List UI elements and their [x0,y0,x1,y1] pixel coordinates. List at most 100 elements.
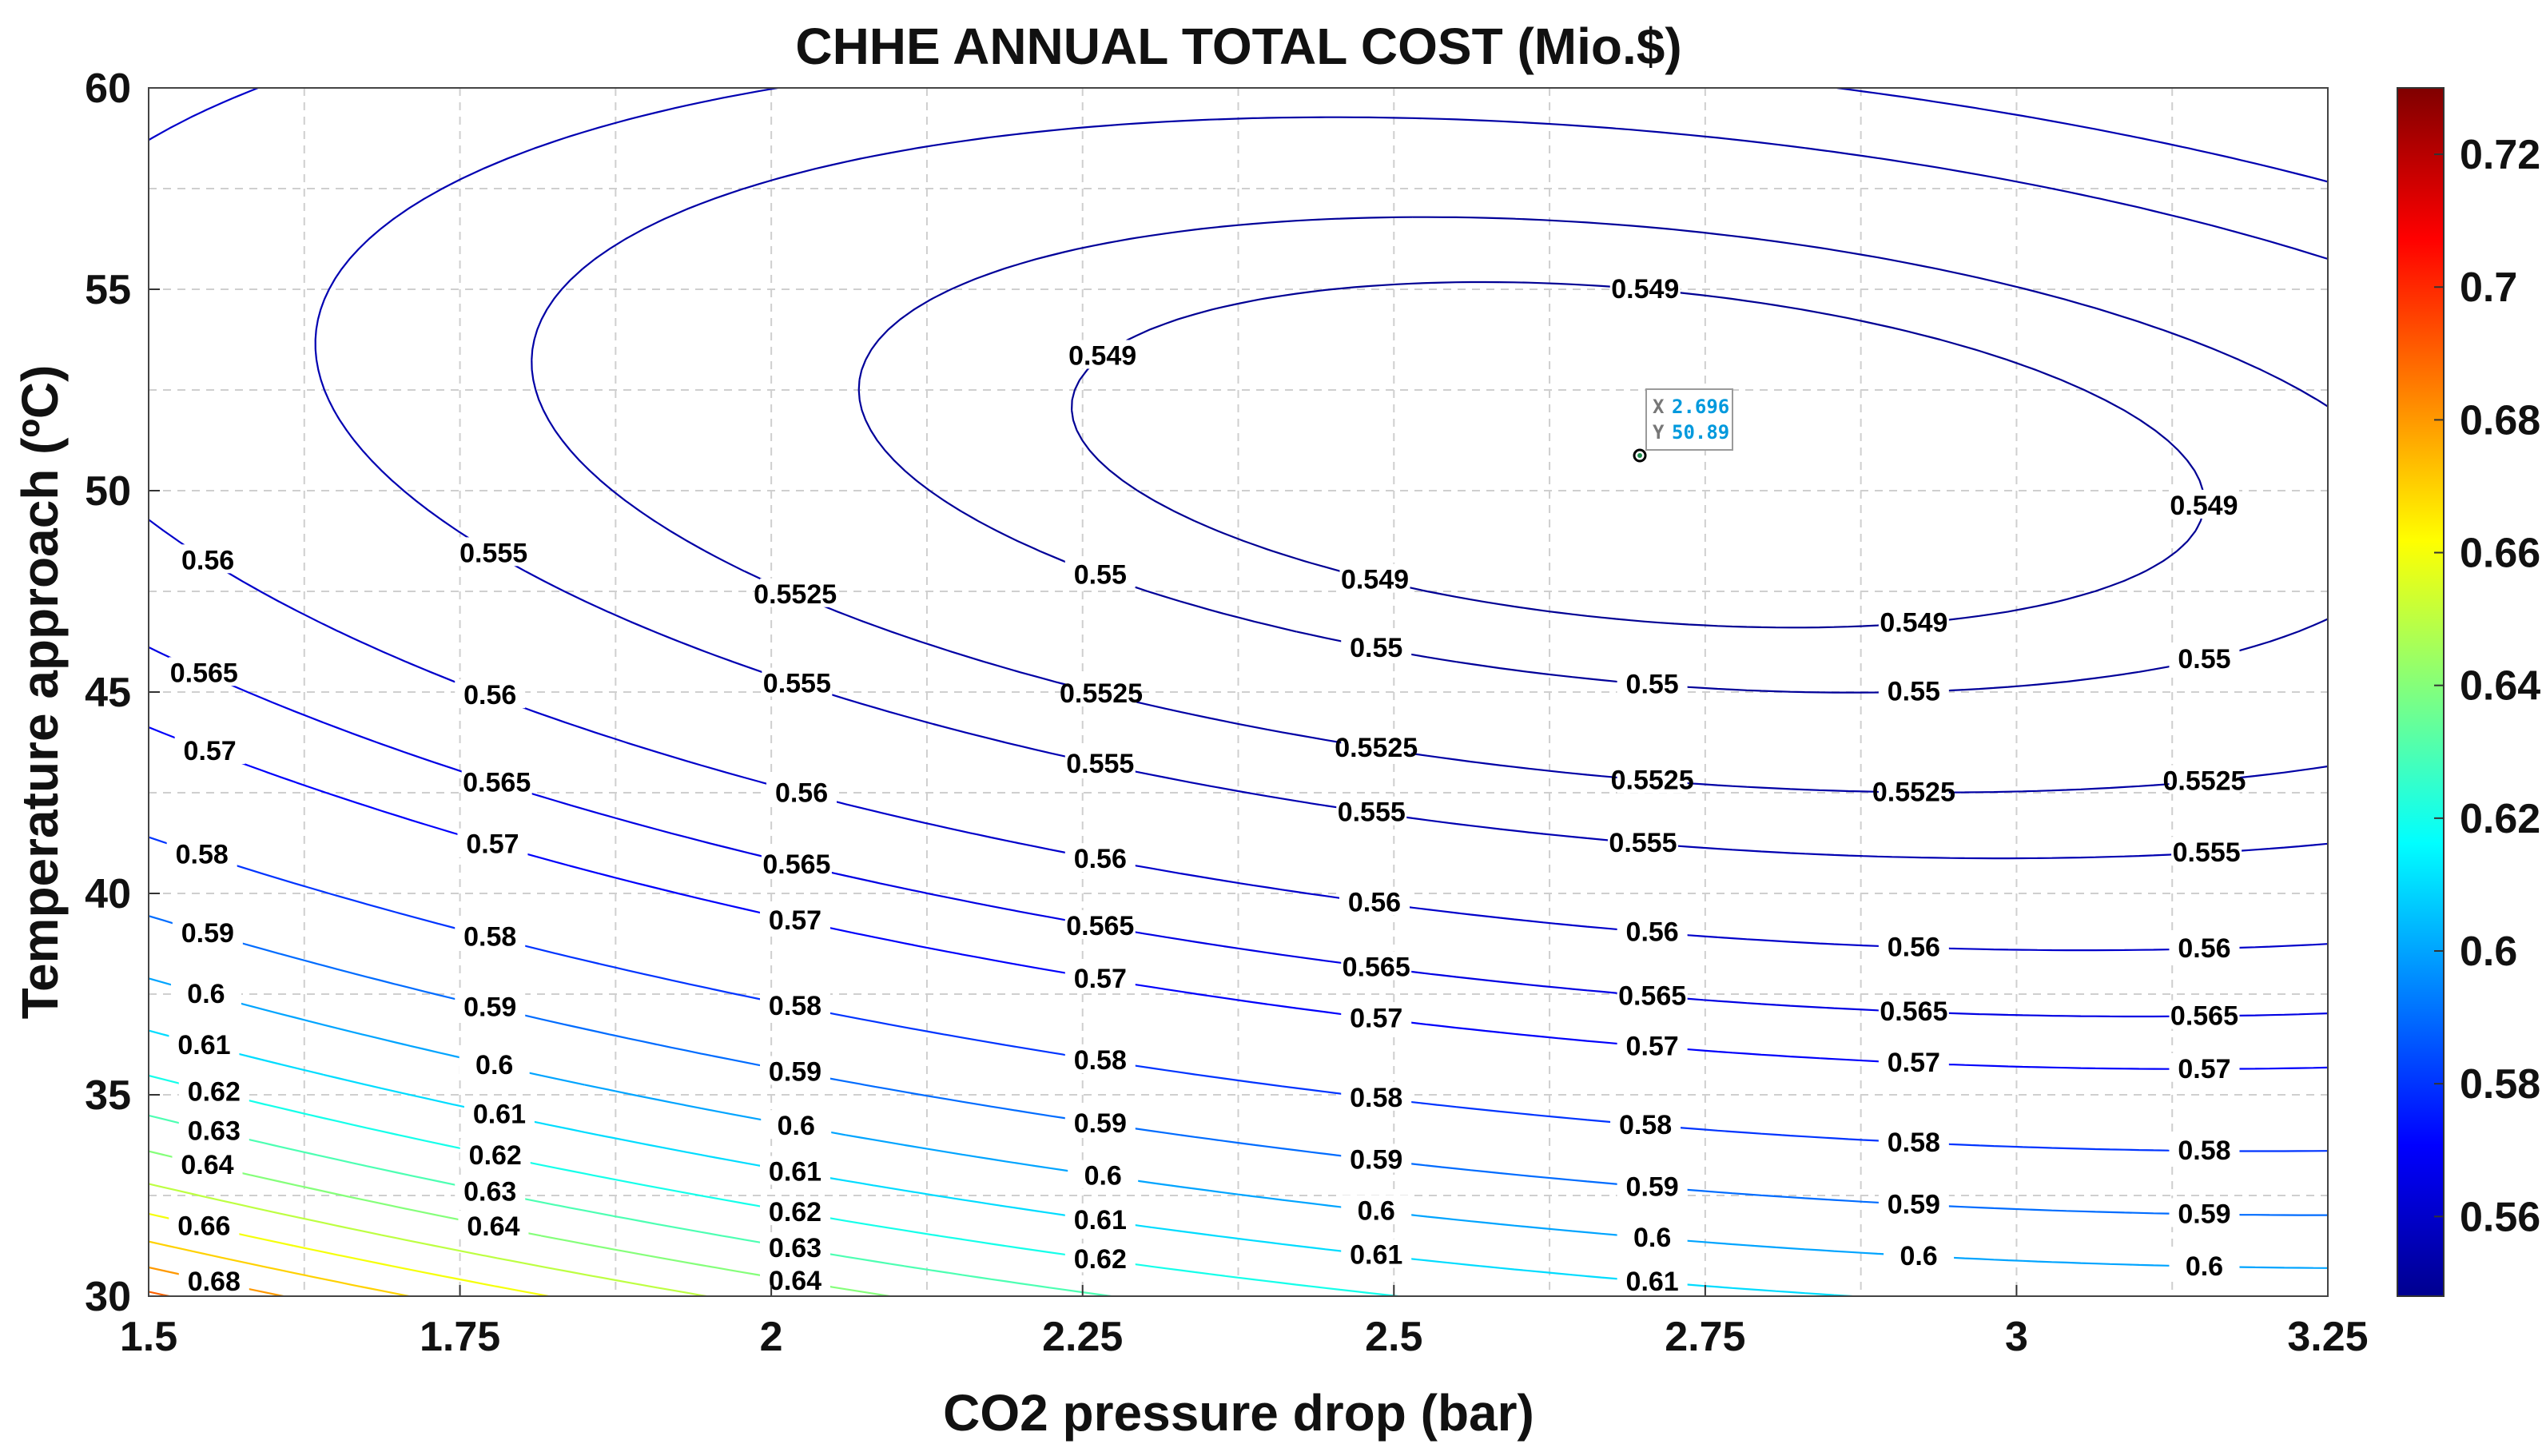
contour-label: 0.57 [1626,1032,1679,1062]
colorbar-tick-label: 0.58 [2460,1061,2540,1108]
contour-label-bg [166,838,237,868]
contour-label: 0.55 [2178,644,2230,674]
contour-label: 0.6 [1358,1195,1395,1226]
contour-label: 0.565 [463,768,531,798]
contour-label-bg [2169,765,2240,794]
contour-label: 0.57 [1350,1003,1402,1033]
contour-label: 0.64 [467,1211,519,1242]
contour-label-bg [760,1232,831,1262]
contour-label-bg [1064,962,1136,992]
contour-label: 0.61 [177,1030,230,1060]
contour-label: 0.5525 [1611,766,1694,796]
contour-label-bg [2169,1052,2240,1082]
contour-label: 0.58 [176,840,229,870]
contour-label: 0.5525 [1060,678,1143,709]
contour-label: 0.58 [1888,1128,1940,1158]
y-axis-label: Temperature approach (ºC) [11,365,69,1020]
y-axis-ticks: 30 35 40 45 50 55 60 [85,66,160,1320]
contour-label: 0.59 [769,1057,821,1088]
contour-label-bg [1067,340,1138,369]
contour-label-bg [1878,931,1949,961]
x-tick-label: 3 [2005,1314,2028,1360]
contour-label: 0.59 [2178,1199,2230,1229]
contour-label: 0.565 [170,658,238,688]
contour-label: 0.549 [2170,491,2238,521]
contour-label-bg [760,904,831,933]
contour-label: 0.6 [1900,1241,1937,1271]
contour-label-bg [1617,1265,1688,1295]
contour-label-bg [1607,827,1678,857]
contour-label-bg [1341,1195,1412,1224]
colorbar-ticks: 0.56 0.58 0.6 0.62 0.64 0.66 0.68 0.7 0.72 [2434,132,2540,1240]
x-tick-label: 2 [760,1314,783,1360]
x-axis-ticks: 1.5 1.75 2 2.25 2.5 2.75 3 3.25 [120,1285,2369,1360]
contour-label: 0.58 [769,991,821,1021]
contour-line [149,1240,409,1296]
contour-label-bg [1617,764,1688,794]
x-tick-label: 2.25 [1042,1314,1123,1360]
contour-label: 0.6 [1084,1161,1122,1191]
contour-label: 0.57 [466,829,519,860]
contour-label-bg [1064,1203,1136,1233]
contour-label-bg [1064,843,1136,873]
contour-label-bg [455,1176,526,1205]
contour-label-bg [455,679,526,709]
contour-label: 0.61 [1350,1240,1402,1271]
contour-label-bg [2169,1135,2240,1164]
contour-label: 0.61 [1626,1267,1679,1297]
contour-label-bg [761,1110,832,1140]
contour-label-bg [1068,1160,1139,1189]
contour-label-bg [760,1056,831,1085]
contour-label: 0.55 [1888,677,1940,707]
contour-label: 0.58 [1619,1110,1672,1140]
colorbar-tick-label: 0.66 [2460,531,2540,577]
contour-label-bg [1064,748,1136,778]
contour-label: 0.5525 [1872,777,1955,807]
contour-label-bg [461,766,532,796]
contour-label: 0.6 [778,1111,815,1141]
y-tick-label: 35 [85,1072,131,1119]
contour-label: 0.56 [1348,888,1401,918]
contour-label-bg [1884,1239,1955,1269]
contour-label-bg [463,1098,535,1128]
x-tick-label: 2.75 [1665,1314,1745,1360]
contour-label: 0.56 [181,545,234,575]
contour-label-bg [2171,837,2242,866]
contour-label-bg [459,1049,530,1079]
datatip-y-value: 50.89 [1672,421,1729,444]
contour-label-bg [2169,1250,2240,1279]
contour-label: 0.565 [1880,997,1947,1027]
contour-label: 0.565 [2170,1001,2238,1032]
colorbar-tick-label: 0.62 [2460,796,2540,842]
contour-label: 0.565 [1618,981,1686,1011]
contour-label: 0.5525 [754,579,837,610]
contour-label-bg [760,1156,831,1185]
contour-label: 0.58 [2178,1136,2230,1166]
contour-label-bg [169,1028,240,1058]
contour-label: 0.56 [1074,844,1127,874]
contour-label-bg [1064,909,1136,939]
contour-label-bg [760,578,831,607]
contour-label: 0.62 [1074,1244,1127,1275]
contour-label-bg [1609,273,1681,302]
contour-label: 0.56 [1888,932,1940,962]
contour-line [149,1183,707,1296]
y-tick-label: 45 [85,670,131,716]
datatip[interactable]: X 2.696 Y 50.89 [1633,388,1733,463]
contour-label-bg [1878,675,1949,705]
contour-label: 0.6 [187,979,225,1009]
datatip-x-label: X [1653,396,1665,418]
contour-label: 0.549 [1341,565,1409,595]
y-tick-label: 40 [85,871,131,917]
contour-label: 0.64 [181,1150,233,1180]
contour-label: 0.63 [463,1177,516,1207]
contour-label-bg [169,657,240,686]
contour-label-bg [172,1149,243,1179]
contour-label-bg [1341,951,1412,981]
contour-label-bg [1341,1144,1412,1173]
colorbar-tick-label: 0.7 [2460,265,2517,311]
x-tick-label: 3.25 [2287,1314,2368,1360]
contour-label-bg [1341,631,1412,661]
contour-label: 0.57 [1074,964,1127,994]
contour-label: 0.56 [775,778,828,808]
